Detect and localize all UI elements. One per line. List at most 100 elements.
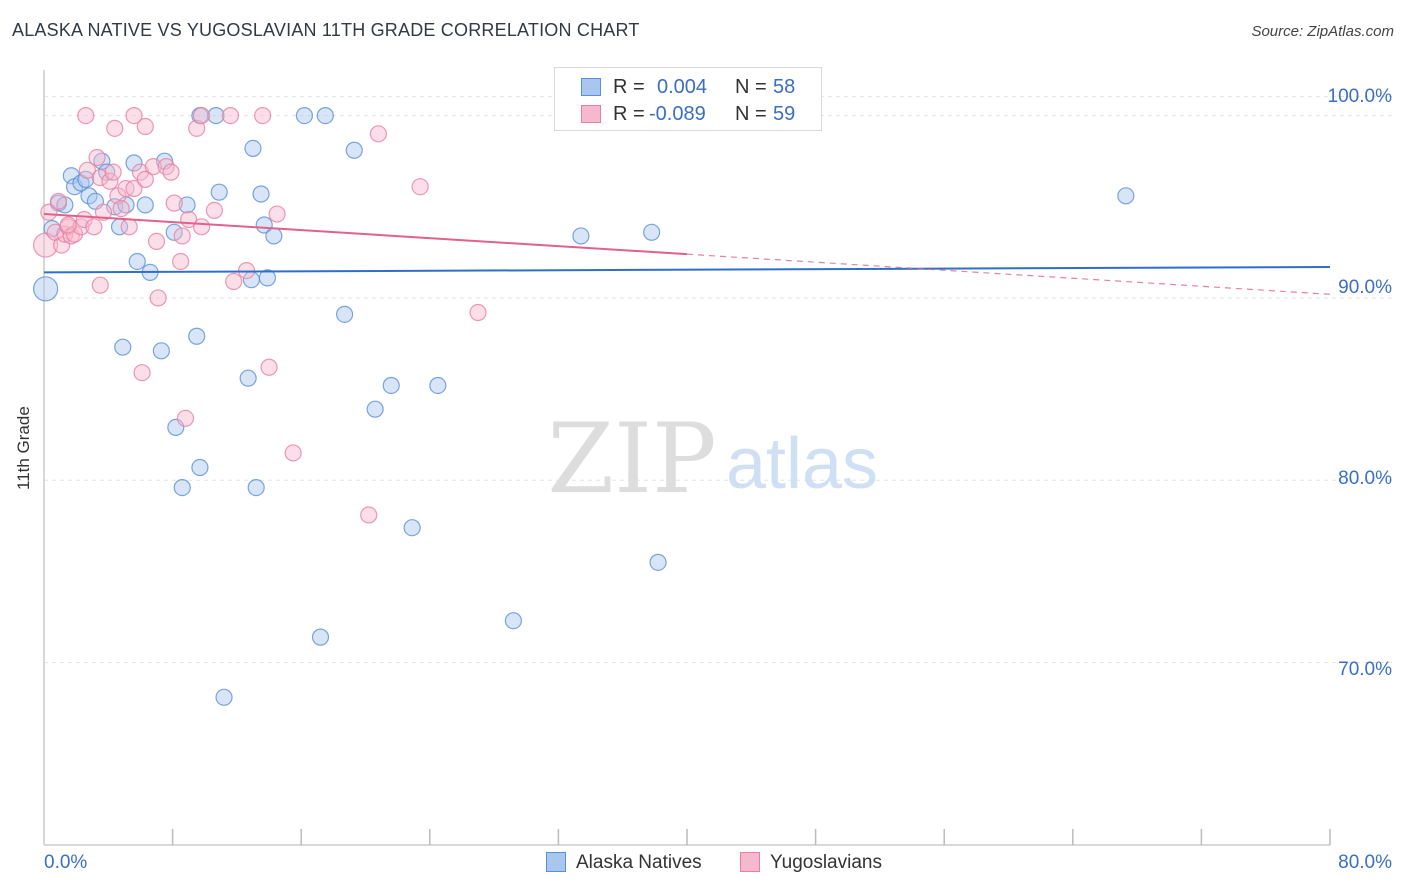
legend-item-alaska[interactable]: Alaska Natives [546,852,702,874]
legend-swatch-yugoslavian [740,852,760,872]
yugoslavian-point [88,148,106,167]
alaska-native-point [403,519,421,537]
yugoslavian-point [120,218,138,236]
yugoslavian-point [91,276,109,294]
stats-legend: R = 0.004 N = 58 R = -0.089 N = 59 [554,67,822,131]
alaska-native-point [504,612,522,630]
yugoslavian-point [221,106,240,125]
x-tick-min: 0.0% [44,852,88,873]
alaska-native-point [128,252,146,271]
alaska-native-point [136,196,154,214]
yugoslavian-point [147,232,166,251]
yugoslavian-point [125,106,143,125]
trend-lines [43,213,1331,295]
alaska-native-point [165,223,183,241]
alaska-native-point [336,305,354,323]
legend-swatch-alaska [546,852,566,872]
alaska-native-point [114,338,132,356]
yugoslavian-point [192,106,211,125]
yugoslavian-point [49,192,68,210]
n-value: 59 [773,103,796,125]
alaska-native-point [215,688,233,706]
legend-label-alaska: Alaska Natives [576,852,702,873]
watermark-atlas: atlas [726,424,878,504]
alaska-native-point [125,154,143,172]
yugoslavian-point [106,119,124,137]
alaska-native-point [178,196,196,214]
yugoslavian-point [59,216,77,234]
alaska-native-point [643,223,661,241]
y-tick-80: 80.0% [1338,468,1392,489]
r-label: R = [613,103,645,125]
alaska-native-point [265,227,283,245]
yugoslavian-trend-line-extension [686,253,1331,295]
yugoslavian-point [149,289,167,307]
y-tick-90: 90.0% [1338,277,1392,298]
alaska-native-point [239,369,257,387]
yugoslavian-point [360,506,378,524]
alaska-native-point [345,141,363,159]
r-label: R = [613,76,645,98]
watermark: ZIP atlas [547,403,878,515]
yugoslavian-point [104,163,122,181]
r-value: 0.004 [657,76,708,98]
n-value: 58 [773,76,796,98]
n-label: N = [735,76,767,98]
alaska-native-point [382,376,400,395]
alaska-native-point [244,139,262,158]
alaska-trend-line [43,265,1331,274]
alaska-native-point [247,478,265,497]
x-tick-max: 80.0% [1338,852,1392,873]
yugoslavian-point [268,205,286,223]
yugoslavian-point [125,179,143,198]
yugoslavian-point [176,409,195,427]
yugoslavian-swatch [581,105,601,123]
alaska-native-point [366,400,384,418]
alaska-native-point [295,106,314,125]
yugoslavian-trend-line [43,213,688,256]
n-label: N = [735,103,767,125]
yugoslavian-point [469,303,487,322]
yugoslavian-point [284,444,302,462]
alaska-swatch [581,78,601,96]
alaska-native-point [1117,187,1135,205]
alaska-native-point [649,553,667,571]
yugoslavian-point [144,158,162,176]
yugoslavian-point [40,203,58,221]
yugoslavian-point [165,194,183,212]
alaska-native-point [210,183,228,201]
yugoslavian-point [85,218,103,236]
legend-item-yugoslavian[interactable]: Yugoslavians [740,852,882,874]
yugoslavian-point [91,168,109,187]
legend-label-yugoslavian: Yugoslavians [770,852,882,873]
alaska-native-point [311,628,330,646]
yugoslavian-point [225,272,243,291]
y-tick-70: 70.0% [1338,659,1392,680]
yugoslavian-point [192,218,211,236]
alaska-native-point [188,327,206,345]
alaska-native-point [152,342,170,360]
alaska-native-point [316,106,334,125]
yugoslavian-point [369,125,387,143]
watermark-zip: ZIP [547,403,716,515]
yugoslavian-point [188,119,206,137]
alaska-native-point [252,185,270,203]
yugoslavian-point [77,106,95,125]
yugoslavian-point [112,199,130,218]
yugoslavian-point [254,106,272,125]
yugoslavian-point [162,163,180,181]
yugoslavian-point [172,252,190,271]
alaska-native-point [173,478,191,497]
alaska-native-point [572,227,590,245]
yugoslavian-point [411,178,429,196]
chart-title: ALASKA NATIVE VS YUGOSLAVIAN 11TH GRADE … [12,20,640,40]
yugoslavian-point [136,117,154,136]
r-value: -0.089 [649,103,706,125]
yugoslavian-point [205,201,223,220]
yugoslavian-point [157,158,175,176]
alaska-native-point [33,276,59,302]
yugoslavian-point [136,170,154,189]
alaska-native-point [191,458,209,477]
alaska-native-point [429,376,447,395]
